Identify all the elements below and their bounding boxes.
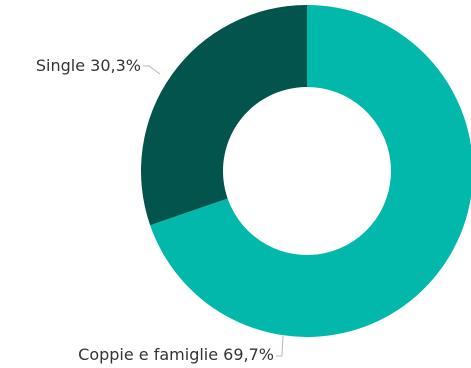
leader-line-single — [143, 65, 161, 75]
donut-slice-coppie-e-famiglie[interactable] — [150, 5, 471, 337]
data-label-coppie-e-famiglie: Coppie e famiglie 69,7% — [78, 345, 274, 364]
data-label-single: Single 30,3% — [36, 56, 141, 75]
leader-line-coppie-e-famiglie — [276, 335, 284, 357]
donut-slice-single[interactable] — [140, 5, 307, 226]
